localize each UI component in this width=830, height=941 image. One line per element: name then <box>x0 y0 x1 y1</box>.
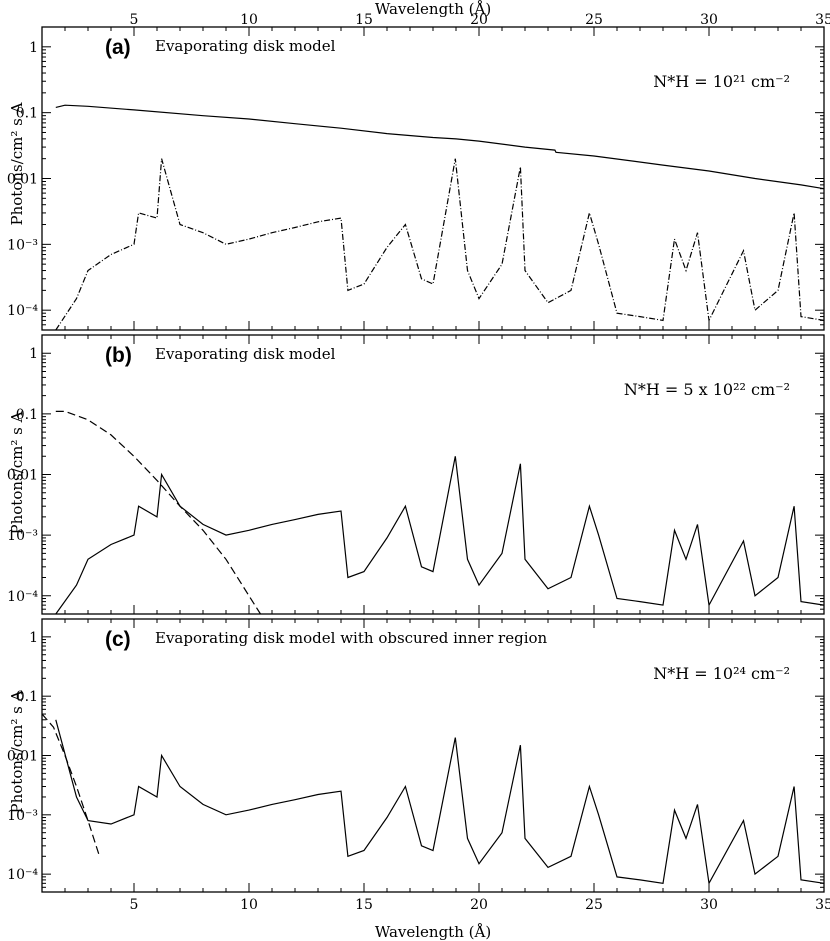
bottom-x-tick-label: 25 <box>585 897 603 913</box>
y-tick-label-c: 10⁻⁴ <box>7 867 38 883</box>
panel-letter-c: (c) <box>105 628 131 651</box>
y-axis-title-panel-a: Photons/cm² s A <box>8 102 26 225</box>
panel-title-a: Evaporating disk model <box>155 37 336 55</box>
series-line-a-0 <box>55 104 825 190</box>
top-axis-title: Wavelength (Å) <box>375 0 491 18</box>
y-tick-label-b: 10⁻⁴ <box>7 589 38 605</box>
y-tick-label-c: 0.01 <box>7 749 38 765</box>
y-tick-label-c: 0.1 <box>16 689 38 705</box>
y-tick-label-b: 0.01 <box>7 468 38 484</box>
top-x-tick-label: 5 <box>130 12 139 28</box>
top-x-tick-label: 15 <box>355 12 373 28</box>
top-wavelength-axis: Wavelength (Å) <box>375 0 491 18</box>
y-tick-label-b: 10⁻³ <box>7 528 38 544</box>
column-density-label-c: N*H = 10²⁴ cm⁻² <box>653 664 790 683</box>
top-x-tick-label: 25 <box>585 12 603 28</box>
panel-c: 1 0.1 0.01 10⁻³ 10⁻⁴ (c) Evaporating disk mode… <box>7 618 830 913</box>
bottom-x-tick-label: 30 <box>700 897 718 913</box>
panel-b: 1 0.1 0.01 10⁻³ 10⁻⁴ (b) Evaporating disk mode… <box>7 334 825 615</box>
top-x-tick-label: 30 <box>700 12 718 28</box>
series-line-c-0 <box>41 713 101 857</box>
column-density-label-a: N*H = 10²¹ cm⁻² <box>653 72 790 91</box>
y-tick-label-a: 0.1 <box>16 106 38 122</box>
y-tick-label-a: 10⁻⁴ <box>7 303 38 319</box>
panel-title-c: Evaporating disk model with obscured inn… <box>155 629 548 647</box>
top-x-tick-label: 20 <box>470 12 488 28</box>
y-axis-title-panel-c: Photons/cm² s A <box>8 690 26 813</box>
y-tick-label-a: 0.01 <box>7 172 38 188</box>
panel-title-b: Evaporating disk model <box>155 345 336 363</box>
y-tick-label-b: 0.1 <box>16 407 38 423</box>
y-tick-label-c: 1 <box>29 630 38 646</box>
series-line-b-0 <box>55 410 262 615</box>
y-tick-label-c: 10⁻³ <box>7 808 38 824</box>
y-axis-title-panel-b: Photons/cm² s A <box>8 411 26 534</box>
bottom-x-tick-label: 35 <box>815 897 830 913</box>
bottom-axis-title: Wavelength (Å) <box>375 923 491 941</box>
y-tick-label-b: 1 <box>29 346 38 362</box>
bottom-x-tick-label: 20 <box>470 897 488 913</box>
panel-letter-a: (a) <box>105 36 131 59</box>
panel-a: 1 0.1 0.01 10⁻³ 10⁻⁴ (a) Evaporating disk mode… <box>7 12 830 331</box>
y-tick-label-a: 10⁻³ <box>7 237 38 253</box>
top-x-tick-label: 10 <box>240 12 258 28</box>
series-line-a-1 <box>55 158 825 331</box>
y-tick-label-a: 1 <box>29 40 38 56</box>
top-x-tick-label: 35 <box>815 12 830 28</box>
bottom-x-tick-label: 10 <box>240 897 258 913</box>
panel-letter-b: (b) <box>105 344 132 367</box>
series-line-b-1 <box>55 456 825 615</box>
bottom-x-tick-label: 5 <box>130 897 139 913</box>
series-line-c-1 <box>55 719 825 886</box>
bottom-x-tick-label: 15 <box>355 897 373 913</box>
column-density-label-b: N*H = 5 x 10²² cm⁻² <box>624 380 790 399</box>
